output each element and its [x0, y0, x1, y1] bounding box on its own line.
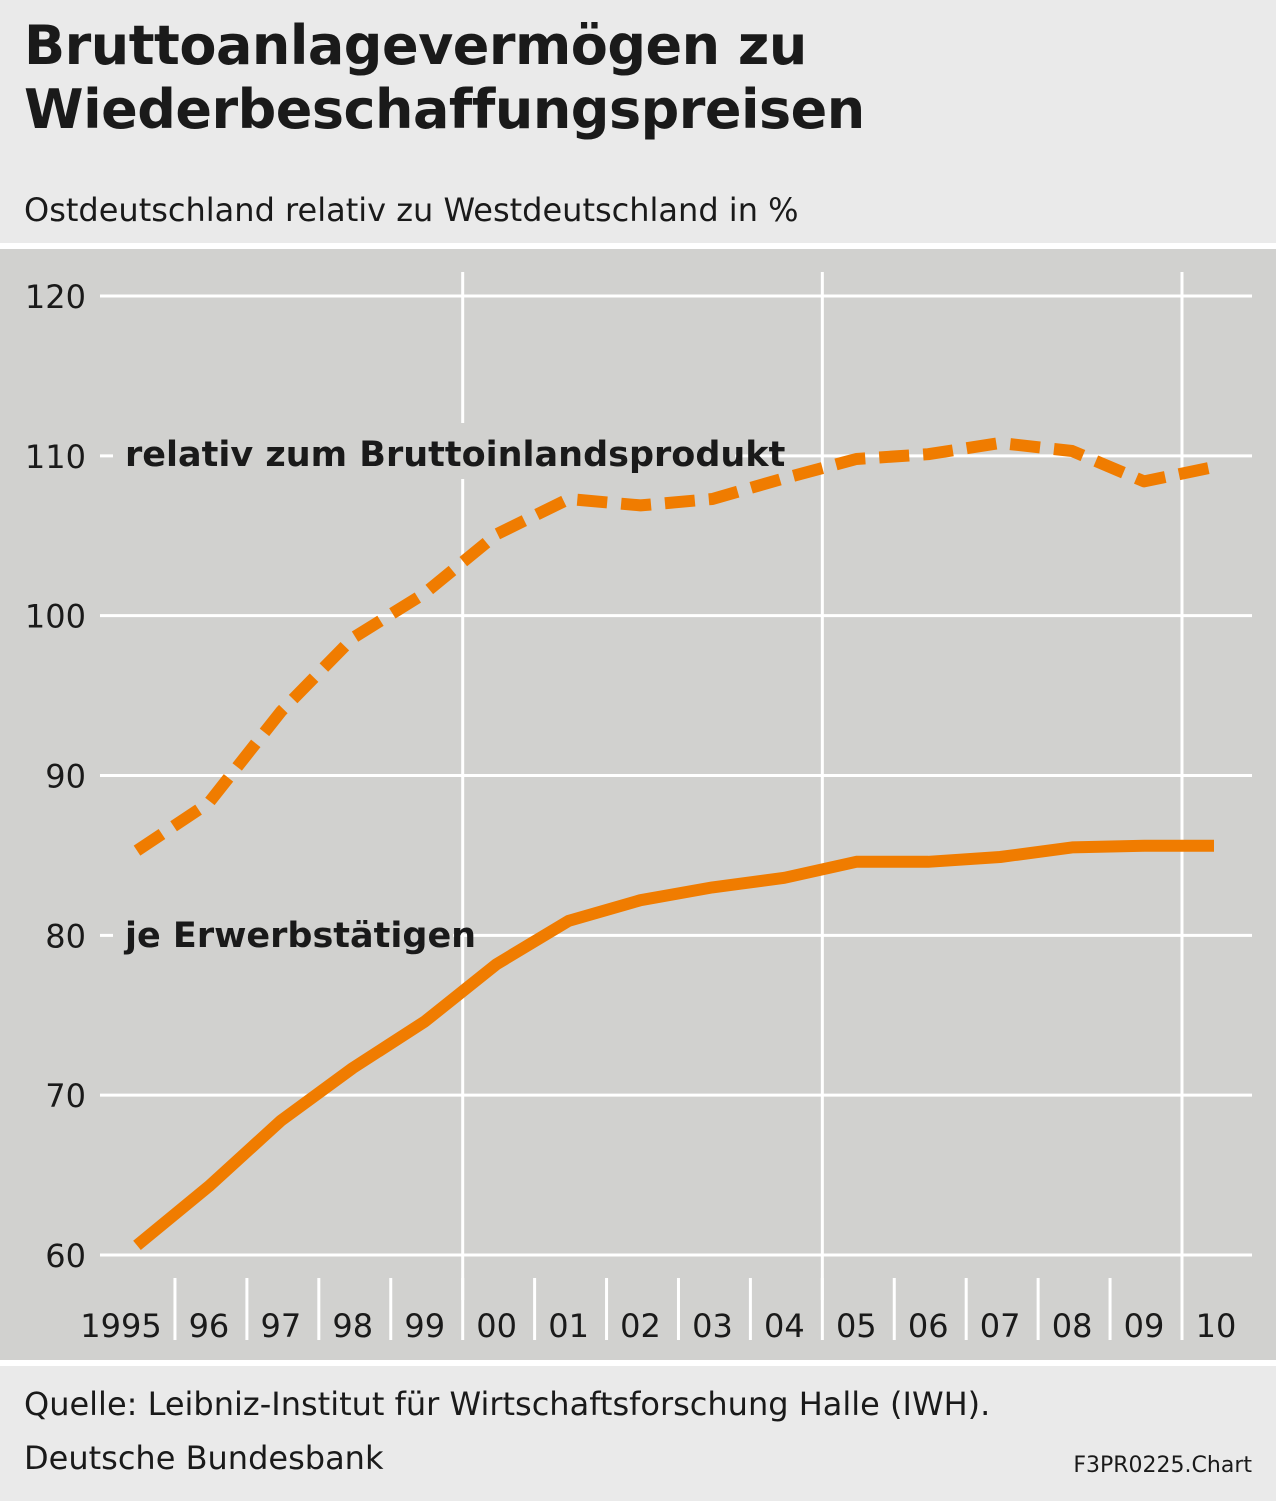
source-line-1: Quelle: Leibniz-Institut für Wirtschafts… [24, 1385, 991, 1423]
x-tick-label: 98 [332, 1307, 373, 1345]
source-line-2: Deutsche Bundesbank [24, 1439, 384, 1477]
x-tick-label: 04 [764, 1307, 805, 1345]
series-line-employed [133, 839, 1214, 1251]
y-tick-label: 60 [45, 1237, 86, 1275]
x-tick-label: 99 [404, 1307, 445, 1345]
x-tick-label: 1995 [80, 1307, 161, 1345]
x-tick-label: 97 [261, 1307, 302, 1345]
series-label-employed-bg [113, 904, 453, 960]
series-line-gdp [133, 437, 1216, 856]
x-tick-label: 00 [476, 1307, 517, 1345]
series-label-gdp-bg [113, 423, 735, 479]
chart-title-line1: Bruttoanlagevermögen zu [24, 14, 807, 77]
series-label-employed: je Erwerbstätigen [123, 916, 476, 956]
chart: 60 70 80 90 100 110 120 1995 96 97 98 99 00 01 02 03 04 0… [0, 243, 1276, 1360]
x-tick-label: 05 [836, 1307, 877, 1345]
series-label-layer: relativ zum Bruttoinlandsprodukt je Erwer… [113, 423, 785, 960]
chart-title-line2: Wiederbeschaffungspreisen [24, 78, 865, 141]
x-tick-label: 10 [1196, 1307, 1237, 1345]
x-tick-label: 07 [980, 1307, 1021, 1345]
chart-subtitle: Ostdeutschland relativ zu Westdeutschlan… [24, 191, 799, 229]
y-tick-label: 70 [45, 1077, 86, 1115]
chart-credit: F3PR0225.Chart [1073, 1453, 1252, 1478]
x-tick-label: 03 [692, 1307, 733, 1345]
chart-title: Bruttoanlagevermögen zu Wiederbeschaffun… [24, 14, 1254, 142]
x-tick-label: 02 [620, 1307, 661, 1345]
top-divider [0, 243, 1276, 249]
x-tick-label: 08 [1052, 1307, 1093, 1345]
y-tick-label: 120 [25, 278, 86, 316]
y-tick-label: 90 [45, 758, 86, 796]
x-tick-label: 09 [1124, 1307, 1165, 1345]
y-tick-label: 110 [25, 438, 86, 476]
series-layer [133, 437, 1216, 1251]
x-tick-label: 06 [908, 1307, 949, 1345]
x-tick-label: 96 [189, 1307, 230, 1345]
footer: Quelle: Leibniz-Institut für Wirtschafts… [0, 1360, 1276, 1501]
y-tick-label: 100 [25, 598, 86, 636]
y-tick-label: 80 [45, 917, 86, 955]
tick-layer: 60 70 80 90 100 110 120 1995 96 97 98 99 00 01 02 03 04 0… [25, 278, 1236, 1345]
x-tick-label: 01 [548, 1307, 589, 1345]
series-label-gdp: relativ zum Bruttoinlandsprodukt [125, 435, 785, 475]
